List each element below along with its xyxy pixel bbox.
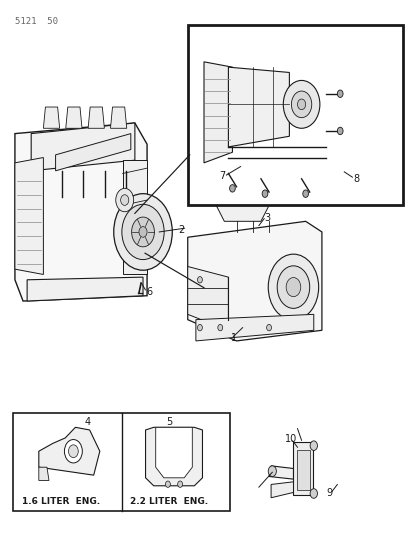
Circle shape <box>297 99 306 110</box>
Polygon shape <box>27 277 143 301</box>
Circle shape <box>121 195 129 205</box>
Circle shape <box>218 325 223 331</box>
Polygon shape <box>228 67 289 147</box>
Circle shape <box>277 266 310 309</box>
Polygon shape <box>39 467 49 480</box>
Polygon shape <box>43 107 60 128</box>
Text: 1: 1 <box>231 333 237 343</box>
Text: 1.6 LITER  ENG.: 1.6 LITER ENG. <box>22 497 100 506</box>
Circle shape <box>291 91 312 118</box>
Text: 4: 4 <box>85 417 91 427</box>
Circle shape <box>69 445 78 458</box>
Polygon shape <box>15 123 147 301</box>
Bar <box>297 450 310 490</box>
Polygon shape <box>88 107 104 128</box>
Bar <box>188 25 403 205</box>
Circle shape <box>116 188 134 212</box>
Text: 6: 6 <box>146 287 152 297</box>
Text: 2: 2 <box>179 225 185 236</box>
Polygon shape <box>66 107 82 128</box>
Circle shape <box>268 466 276 477</box>
Circle shape <box>139 227 147 237</box>
Circle shape <box>303 190 308 197</box>
Text: 10: 10 <box>285 434 297 445</box>
Circle shape <box>262 190 268 197</box>
Circle shape <box>337 90 343 98</box>
Polygon shape <box>156 427 192 478</box>
Circle shape <box>197 277 202 283</box>
Bar <box>293 442 313 495</box>
Bar <box>123 160 147 274</box>
Text: 7: 7 <box>219 171 226 181</box>
Polygon shape <box>15 158 43 274</box>
Polygon shape <box>31 123 135 171</box>
Text: 5: 5 <box>166 417 173 427</box>
Text: 5121  50: 5121 50 <box>15 17 58 26</box>
Circle shape <box>337 127 343 135</box>
Polygon shape <box>146 427 202 486</box>
Circle shape <box>197 325 202 331</box>
Circle shape <box>122 204 164 260</box>
Circle shape <box>268 254 319 320</box>
Circle shape <box>114 193 172 270</box>
Circle shape <box>64 440 82 463</box>
Polygon shape <box>196 314 314 341</box>
Circle shape <box>286 278 301 297</box>
Text: 9: 9 <box>326 489 332 498</box>
Polygon shape <box>188 221 322 341</box>
Polygon shape <box>111 107 127 128</box>
Polygon shape <box>39 427 100 475</box>
Circle shape <box>310 489 317 498</box>
Circle shape <box>177 481 182 487</box>
Text: 8: 8 <box>353 174 359 184</box>
Circle shape <box>310 441 317 450</box>
Circle shape <box>266 325 271 331</box>
Polygon shape <box>216 205 269 221</box>
Text: 3: 3 <box>264 213 270 223</box>
Bar <box>13 413 231 511</box>
Polygon shape <box>188 266 228 330</box>
Circle shape <box>166 481 171 487</box>
Circle shape <box>230 184 235 192</box>
Text: 2.2 LITER  ENG.: 2.2 LITER ENG. <box>131 497 208 506</box>
Polygon shape <box>204 62 233 163</box>
Polygon shape <box>269 466 293 479</box>
Polygon shape <box>55 134 131 171</box>
Circle shape <box>132 217 154 247</box>
Circle shape <box>283 80 320 128</box>
Polygon shape <box>271 482 293 498</box>
